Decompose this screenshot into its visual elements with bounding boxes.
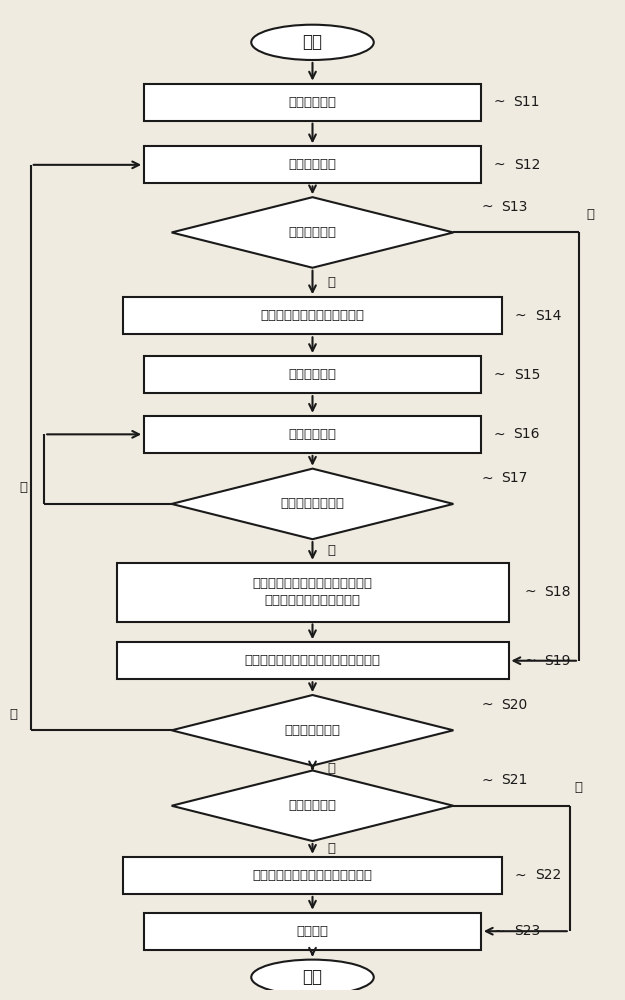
Text: ~: ~ xyxy=(481,773,493,787)
FancyBboxPatch shape xyxy=(144,84,481,121)
Text: ~: ~ xyxy=(524,654,536,668)
Text: ~: ~ xyxy=(481,471,493,485)
Text: 是: 是 xyxy=(328,762,336,775)
FancyBboxPatch shape xyxy=(144,416,481,453)
Text: 是: 是 xyxy=(328,544,336,557)
Text: 确认中断信号: 确认中断信号 xyxy=(289,158,336,171)
Text: ~: ~ xyxy=(481,698,493,712)
Text: 确认中断信号: 确认中断信号 xyxy=(289,428,336,441)
Text: 有中断信号？: 有中断信号？ xyxy=(289,226,336,239)
Text: S21: S21 xyxy=(501,773,528,787)
Text: 通过加工中断部中断激光加工: 通过加工中断部中断激光加工 xyxy=(261,309,364,322)
FancyBboxPatch shape xyxy=(122,297,503,334)
Text: S18: S18 xyxy=(544,585,571,599)
Text: S15: S15 xyxy=(514,368,540,382)
FancyBboxPatch shape xyxy=(122,857,503,894)
Text: ~: ~ xyxy=(494,368,505,382)
Text: ~: ~ xyxy=(494,158,505,172)
Polygon shape xyxy=(172,197,453,268)
Text: ~: ~ xyxy=(524,585,536,599)
FancyBboxPatch shape xyxy=(144,146,481,183)
Text: 通过加工再次开始部再次开始激光加工: 通过加工再次开始部再次开始激光加工 xyxy=(244,654,381,667)
Text: S12: S12 xyxy=(514,158,540,172)
Text: 否: 否 xyxy=(9,708,18,720)
Text: S16: S16 xyxy=(514,427,540,441)
Polygon shape xyxy=(172,770,453,841)
Polygon shape xyxy=(172,469,453,539)
Text: 否: 否 xyxy=(20,481,28,494)
Text: 取出工件: 取出工件 xyxy=(296,925,329,938)
Ellipse shape xyxy=(251,25,374,60)
Text: 否: 否 xyxy=(574,781,582,794)
Text: ~: ~ xyxy=(515,309,526,323)
Text: ~: ~ xyxy=(481,200,493,214)
Text: 开始激光加工: 开始激光加工 xyxy=(289,96,336,109)
Text: 中断信号被解除？: 中断信号被解除？ xyxy=(281,497,344,510)
Text: 激光加工结束？: 激光加工结束？ xyxy=(284,724,341,737)
Text: 是: 是 xyxy=(328,276,336,289)
Text: S23: S23 xyxy=(514,924,540,938)
Text: 是: 是 xyxy=(328,842,336,855)
Text: 结束: 结束 xyxy=(302,968,322,986)
Text: 有中断信息？: 有中断信息？ xyxy=(289,799,336,812)
Text: ~: ~ xyxy=(515,868,526,882)
Text: ~: ~ xyxy=(494,924,505,938)
Text: S13: S13 xyxy=(501,200,528,214)
Polygon shape xyxy=(172,695,453,766)
Text: S20: S20 xyxy=(501,698,528,712)
Text: S22: S22 xyxy=(535,868,561,882)
FancyBboxPatch shape xyxy=(116,642,509,679)
Text: S19: S19 xyxy=(544,654,571,668)
Text: 使用标识器将指标标注到中断位置: 使用标识器将指标标注到中断位置 xyxy=(253,869,372,882)
FancyBboxPatch shape xyxy=(144,913,481,950)
Text: 开始: 开始 xyxy=(302,33,322,51)
Ellipse shape xyxy=(251,960,374,995)
Text: 存储中断信息: 存储中断信息 xyxy=(289,368,336,381)
FancyBboxPatch shape xyxy=(144,356,481,393)
Text: S14: S14 xyxy=(535,309,561,323)
Text: 通过加工再次开始部准备再次开始
（使加工头逆行预定距离）: 通过加工再次开始部准备再次开始 （使加工头逆行预定距离） xyxy=(253,577,372,607)
Text: 否: 否 xyxy=(586,208,594,221)
Text: ~: ~ xyxy=(494,427,505,441)
Text: ~: ~ xyxy=(494,95,505,109)
Text: S17: S17 xyxy=(501,471,528,485)
FancyBboxPatch shape xyxy=(116,563,509,622)
Text: S11: S11 xyxy=(514,95,540,109)
